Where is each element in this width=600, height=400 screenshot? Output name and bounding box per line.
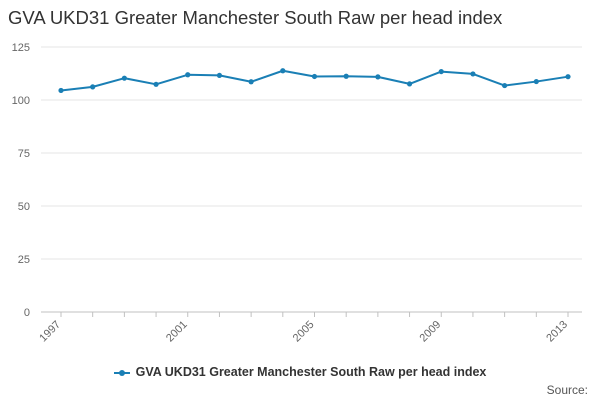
source-label: Source: (546, 383, 588, 397)
data-point-2000 (153, 81, 159, 87)
data-point-2004 (280, 68, 286, 74)
data-point-1999 (121, 75, 127, 81)
series-line-0 (60, 69, 569, 92)
grid-lines (41, 46, 582, 260)
data-point-2009 (438, 68, 444, 75)
x-tick-labels: 1997 2001 2005 2009 2013 (37, 319, 570, 345)
data-point-2007 (375, 74, 381, 80)
x-tick-label-2009: 2009 (418, 319, 444, 345)
data-point-2003 (248, 79, 254, 85)
data-point-2013 (565, 74, 571, 80)
x-tick-label-2013: 2013 (544, 319, 570, 345)
y-tick-label-50: 50 (18, 201, 30, 213)
chart-title: GVA UKD31 Greater Manchester South Raw p… (8, 7, 503, 28)
x-tick-label-2005: 2005 (291, 319, 317, 345)
x-tick-label-2001: 2001 (164, 319, 190, 345)
data-point-2005 (311, 73, 318, 80)
data-point-2012 (533, 78, 539, 85)
y-tick-label-125: 125 (12, 42, 30, 54)
y-tick-labels: 0 25 50 75 100 125 (12, 42, 30, 319)
legend-label: GVA UKD31 Greater Manchester South Raw p… (135, 365, 487, 379)
data-point-2011 (502, 82, 508, 89)
y-tick-label-0: 0 (24, 307, 30, 319)
y-tick-label-75: 75 (18, 148, 30, 160)
legend[interactable]: GVA UKD31 Greater Manchester South Raw p… (0, 365, 600, 379)
y-tick-label-100: 100 (12, 95, 30, 107)
x-tick-label-1997: 1997 (37, 319, 63, 345)
data-point-2006 (343, 73, 349, 79)
data-point-2002 (216, 72, 223, 79)
legend-line-marker-icon (113, 368, 130, 378)
data-point-2001 (185, 72, 191, 78)
axes (41, 311, 582, 317)
y-tick-label-25: 25 (18, 254, 30, 266)
data-point-1997 (58, 87, 64, 94)
data-point-1998 (90, 84, 96, 90)
data-point-2010 (470, 71, 476, 77)
series-layer (58, 68, 571, 94)
data-point-2008 (406, 81, 413, 87)
